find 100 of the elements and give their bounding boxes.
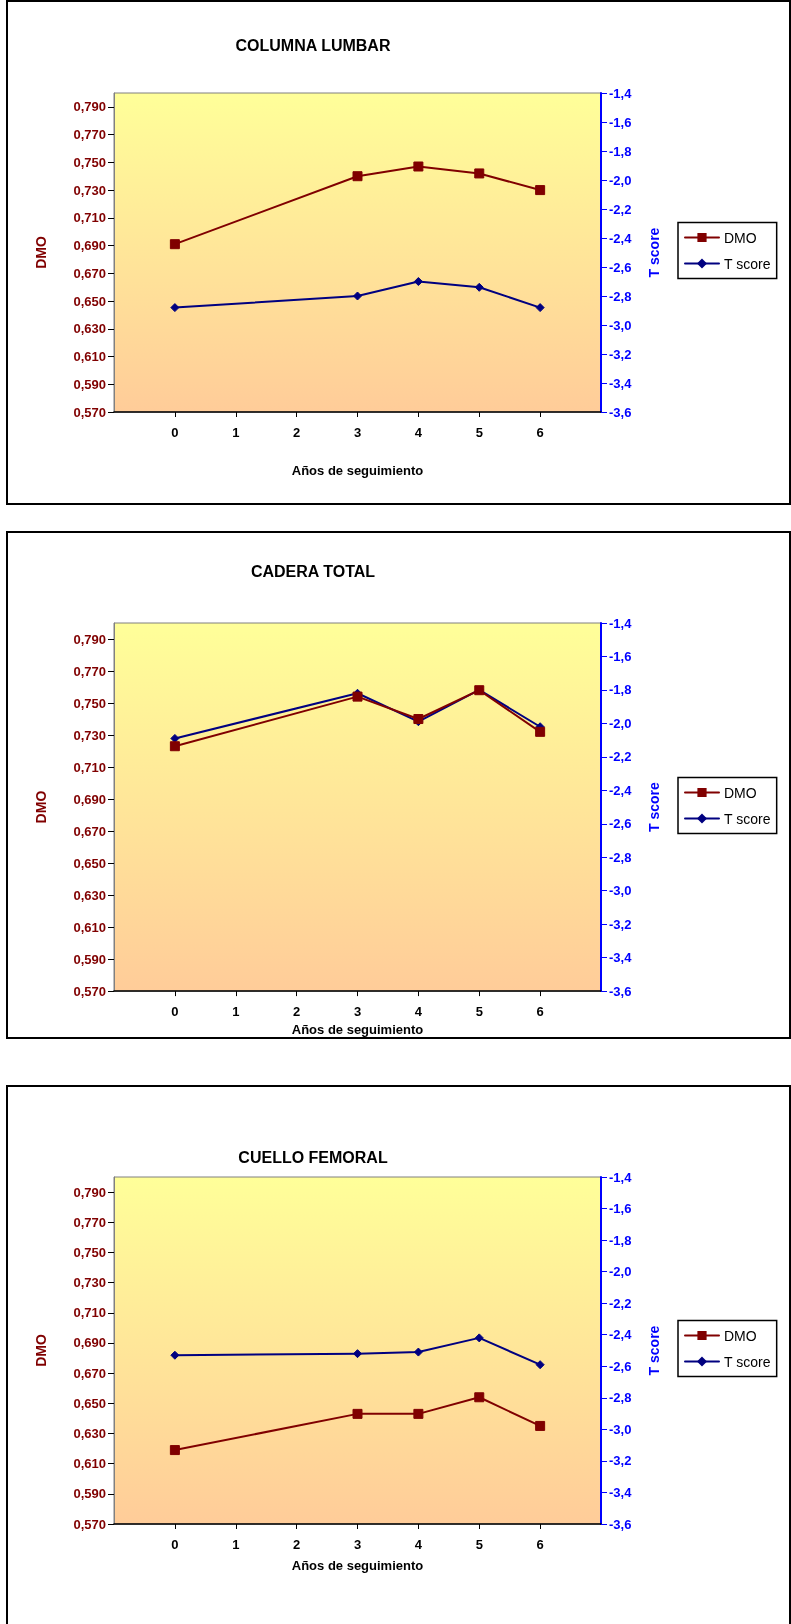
y2-tick-label: -3,2: [609, 346, 632, 362]
y-tick-label: 0,630: [73, 1425, 106, 1441]
y-tick-label: 0,770: [73, 127, 106, 143]
y2-tick-label: -2,8: [609, 288, 632, 304]
x-axis-title: Años de seguimiento: [291, 463, 424, 478]
y2-tick-label: -2,2: [609, 1295, 632, 1311]
y-tick-label: 0,750: [73, 695, 106, 711]
point: [352, 691, 363, 702]
y2-tick-label: -2,0: [609, 1264, 632, 1280]
y-tick-label: 0,790: [73, 631, 106, 647]
x-tick-label: 4: [414, 1537, 423, 1552]
point: [169, 1445, 180, 1456]
y-tick-label: 0,690: [73, 1335, 106, 1351]
y2-tick-label: -2,2: [609, 749, 632, 765]
y-tick-label: 0,590: [73, 1486, 106, 1502]
chart-title: CADERA TOTAL: [250, 562, 376, 580]
y-tick-label: 0,730: [73, 182, 106, 198]
y-tick-label: 0,610: [73, 1456, 106, 1472]
point: [352, 1408, 363, 1419]
y2-tick-label: -2,8: [609, 1390, 632, 1406]
point: [170, 733, 180, 743]
point: [169, 239, 180, 250]
x-tick-label: 0: [171, 425, 179, 440]
legend-label: T score: [724, 1353, 771, 1370]
legend-label: DMO: [724, 229, 757, 246]
point: [170, 303, 180, 313]
x-tick-label: 4: [414, 425, 423, 440]
y-tick-label: 0,710: [73, 759, 106, 775]
y2-tick-label: -2,4: [609, 782, 633, 798]
y-tick-label: 0,670: [73, 265, 106, 281]
y-tick-label: 0,570: [73, 1516, 106, 1532]
y-tick-label: 0,590: [73, 376, 106, 392]
y-tick-label: 0,710: [73, 1305, 106, 1321]
y-tick-label: 0,730: [73, 727, 106, 743]
y-tick-label: 0,610: [73, 919, 106, 935]
y2-tick-label: -3,4: [609, 950, 633, 966]
point: [535, 303, 545, 313]
y2-tick-label: -2,2: [609, 201, 632, 217]
point: [413, 1408, 424, 1419]
y-tick-label: 0,790: [73, 1184, 106, 1200]
y2-tick-label: -3,2: [609, 916, 632, 932]
point: [474, 282, 484, 292]
point: [535, 1360, 545, 1370]
y2-tick-label: -1,4: [609, 1169, 633, 1185]
y2-tick-label: -3,2: [609, 1453, 632, 1469]
y2-tick-label: -2,6: [609, 1358, 632, 1374]
y-axis-title: DMO: [33, 790, 49, 824]
point: [170, 1350, 180, 1360]
point: [353, 1349, 362, 1359]
x-tick-label: 6: [536, 1004, 544, 1020]
y2-tick-label: -2,4: [609, 1327, 633, 1343]
y2-axis-title: T score: [646, 781, 662, 832]
y2-tick-label: -3,6: [609, 1516, 632, 1532]
y-tick-label: 0,710: [73, 210, 106, 226]
chart-title: COLUMNA LUMBAR: [235, 36, 391, 54]
y-axis-title: DMO: [33, 1334, 49, 1367]
y2-tick-label: -2,6: [609, 816, 632, 832]
y2-tick-label: -3,0: [609, 1421, 632, 1437]
y2-tick-label: -3,0: [609, 883, 632, 899]
y-tick-label: 0,570: [73, 404, 106, 420]
y-tick-label: 0,790: [73, 99, 106, 115]
y2-tick-label: -3,6: [609, 983, 632, 999]
y2-tick-label: -1,4: [609, 85, 633, 101]
point: [413, 277, 423, 286]
x-tick-label: 0: [171, 1004, 179, 1020]
y2-tick-label: -2,8: [609, 849, 632, 865]
y-tick-label: 0,650: [73, 293, 106, 309]
x-tick-label: 5: [475, 425, 483, 440]
x-tick-label: 0: [171, 1537, 179, 1552]
y2-tick-label: -1,6: [609, 648, 632, 664]
chart-title: CUELLO FEMORAL: [238, 1148, 388, 1166]
y2-tick-label: -2,6: [609, 259, 632, 275]
y-tick-label: 0,650: [73, 1395, 106, 1411]
x-tick-label: 2: [293, 1537, 301, 1552]
x-tick-label: 3: [353, 425, 362, 440]
x-tick-label: 5: [475, 1004, 483, 1020]
y-tick-label: 0,730: [73, 1275, 106, 1291]
x-tick-label: 4: [414, 1004, 423, 1020]
y2-tick-label: -2,4: [609, 230, 633, 246]
y-tick-label: 0,590: [73, 951, 106, 967]
y2-tick-label: -1,6: [609, 114, 632, 130]
y-tick-label: 0,690: [73, 238, 106, 254]
y2-tick-label: -3,4: [609, 1484, 633, 1500]
y2-tick-label: -1,8: [609, 682, 632, 698]
y-tick-label: 0,610: [73, 349, 106, 365]
point: [353, 291, 362, 301]
y-tick-label: 0,670: [73, 823, 106, 839]
x-tick-label: 2: [293, 1004, 301, 1020]
x-tick-label: 5: [475, 1537, 483, 1552]
point: [474, 1392, 485, 1403]
x-tick-label: 6: [536, 425, 544, 440]
y2-tick-label: -3,0: [609, 317, 632, 333]
y2-tick-label: -1,8: [609, 1232, 632, 1248]
x-axis-title: Años de seguimiento: [291, 1558, 424, 1573]
point: [474, 1333, 484, 1343]
x-axis-title: Años de seguimiento: [291, 1022, 424, 1037]
y2-axis-title: T score: [646, 1325, 662, 1376]
y-tick-label: 0,750: [73, 154, 106, 170]
legend-label: T score: [724, 810, 771, 827]
y-tick-label: 0,630: [73, 887, 106, 903]
